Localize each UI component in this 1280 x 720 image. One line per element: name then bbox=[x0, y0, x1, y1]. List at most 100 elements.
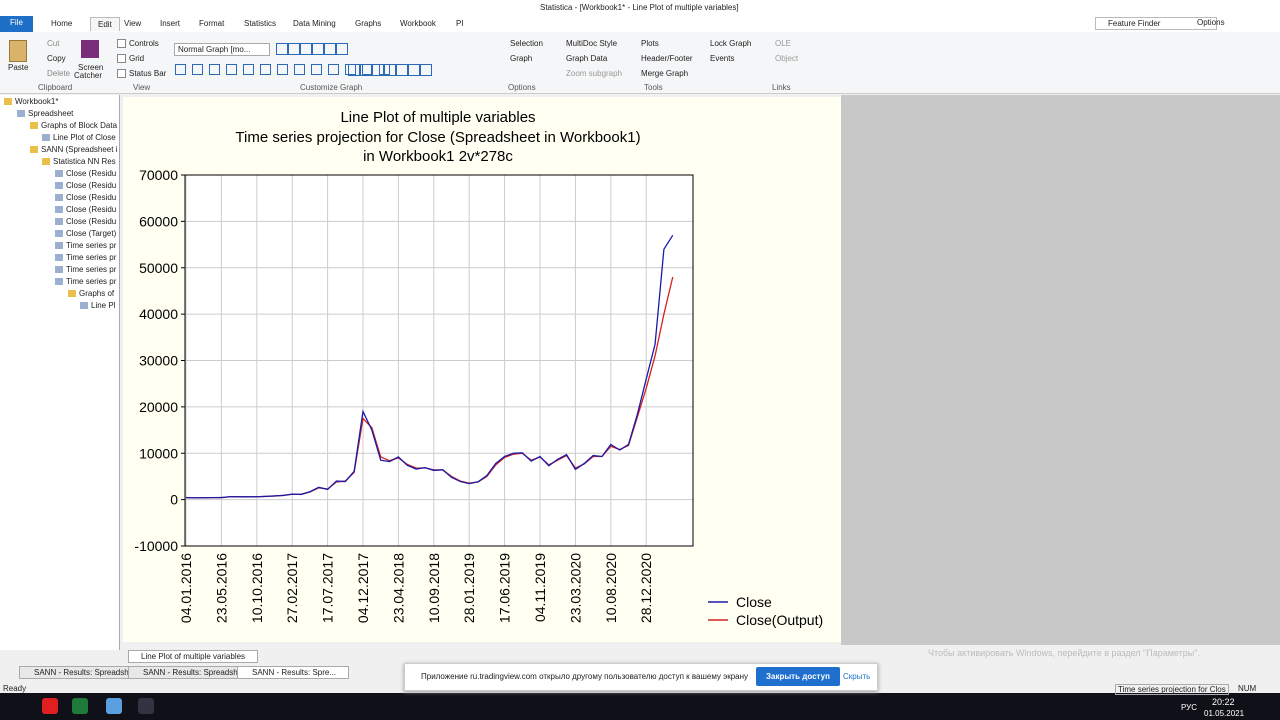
ribbon-tab[interactable]: Insert bbox=[160, 19, 181, 28]
tool-icon bbox=[324, 43, 336, 55]
taskbar-app[interactable] bbox=[42, 698, 58, 714]
tree-item[interactable]: Line Pl bbox=[91, 301, 116, 310]
tree-item[interactable]: Close (Residu bbox=[66, 193, 117, 202]
tree-icon bbox=[30, 122, 38, 129]
lang: РУС bbox=[1181, 703, 1198, 712]
screen-catcher[interactable]: Catcher bbox=[74, 71, 103, 80]
checkbox[interactable] bbox=[117, 69, 126, 78]
tree-item[interactable]: Close (Target) bbox=[66, 229, 117, 238]
tree-icon bbox=[55, 278, 63, 285]
taskbar-app[interactable] bbox=[138, 698, 154, 714]
ribbon-tab[interactable]: Statistics bbox=[244, 19, 277, 28]
bottom-tab[interactable]: Line Plot of multiple variables bbox=[128, 650, 259, 663]
tool-icon bbox=[226, 64, 237, 75]
x-tick-label: 28.12.2020 bbox=[638, 553, 654, 623]
tool-icon bbox=[328, 64, 339, 75]
legend-label: Close bbox=[736, 594, 772, 610]
tree-item[interactable]: Line Plot of Close bbox=[53, 133, 116, 142]
tree-icon bbox=[55, 254, 63, 261]
ribbon-tab[interactable]: Home bbox=[51, 19, 73, 28]
tree-item[interactable]: Time series pr bbox=[66, 277, 117, 286]
close-access[interactable]: Закрыть доступ bbox=[756, 667, 840, 686]
tree-item[interactable]: Close (Residu bbox=[66, 181, 117, 190]
tool-icon bbox=[420, 64, 432, 76]
x-tick-label: 28.01.2019 bbox=[461, 553, 477, 623]
tool-icon bbox=[294, 64, 305, 75]
y-tick-label: 50000 bbox=[139, 260, 178, 276]
task-tab[interactable]: SANN - Results: Spreadsh... bbox=[128, 666, 244, 679]
date: 01.05.2021 bbox=[1204, 709, 1245, 718]
tree-item[interactable]: Time series pr bbox=[66, 241, 117, 250]
tree-item[interactable]: Graphs of Block Data bbox=[41, 121, 118, 130]
tree-item[interactable]: Time series pr bbox=[66, 265, 117, 274]
tool-item[interactable]: Zoom subgraph bbox=[566, 69, 623, 78]
ribbon-tab[interactable]: Data Mining bbox=[293, 19, 336, 28]
y-tick-label: 30000 bbox=[139, 353, 178, 369]
option-item[interactable]: Graph bbox=[510, 54, 533, 63]
x-tick-label: 17.07.2017 bbox=[320, 553, 336, 623]
view-option[interactable]: Status Bar bbox=[129, 69, 167, 78]
x-tick-label: 10.08.2020 bbox=[603, 553, 619, 623]
tool-icon bbox=[300, 43, 312, 55]
tree-item[interactable]: Spreadsheet bbox=[28, 109, 74, 118]
tool-item[interactable]: Header/Footer bbox=[641, 54, 693, 63]
option-item[interactable]: Selection bbox=[510, 39, 543, 48]
task-tab[interactable]: SANN - Results: Spreadsh... bbox=[19, 666, 135, 679]
tool-item[interactable]: Plots bbox=[641, 39, 659, 48]
tree-icon bbox=[68, 290, 76, 297]
feature-finder[interactable]: Feature Finder bbox=[1095, 17, 1217, 30]
tool-item[interactable]: Lock Graph bbox=[710, 39, 752, 48]
tree-icon bbox=[55, 230, 63, 237]
link-item[interactable]: OLE bbox=[775, 39, 792, 48]
ribbon-tab[interactable]: PI bbox=[456, 19, 464, 28]
tree-icon bbox=[42, 134, 50, 141]
paste[interactable]: Paste bbox=[8, 63, 29, 72]
tool-icon bbox=[192, 64, 203, 75]
link-item[interactable]: Object bbox=[775, 54, 799, 63]
screen-catcher[interactable]: Screen bbox=[78, 63, 104, 72]
options-menu[interactable]: Options bbox=[1197, 18, 1225, 27]
chart: Line Plot of multiple variables Time seri… bbox=[123, 97, 841, 642]
x-tick-label: 23.04.2018 bbox=[390, 553, 406, 623]
status-num: NUM bbox=[1238, 684, 1257, 693]
tree-item[interactable]: Close (Residu bbox=[66, 169, 117, 178]
tree-item[interactable]: Graphs of bbox=[79, 289, 115, 298]
task-tab[interactable]: SANN - Results: Spre... bbox=[237, 666, 349, 679]
tool-icon bbox=[336, 43, 348, 55]
ribbon-tab[interactable]: Workbook bbox=[400, 19, 436, 28]
copy[interactable]: Copy bbox=[47, 54, 66, 63]
legend-label: Close(Output) bbox=[736, 612, 823, 628]
x-tick-label: 27.02.2017 bbox=[284, 553, 300, 623]
tree-icon bbox=[55, 218, 63, 225]
ribbon-tab[interactable]: Edit bbox=[90, 17, 120, 31]
tree-item[interactable]: Close (Residu bbox=[66, 205, 117, 214]
ribbon-tab[interactable]: Graphs bbox=[355, 19, 382, 28]
tree-item[interactable]: Close (Residu bbox=[66, 217, 117, 226]
graph-mode[interactable]: Normal Graph [mo... bbox=[174, 43, 270, 56]
hide-link[interactable]: Скрыть bbox=[843, 672, 871, 681]
status-left: Ready bbox=[3, 684, 27, 693]
tree-item[interactable]: Workbook1* bbox=[15, 97, 59, 106]
view-option[interactable]: Grid bbox=[129, 54, 145, 63]
checkbox[interactable] bbox=[117, 39, 126, 48]
tree-item[interactable]: SANN (Spreadsheet i bbox=[41, 145, 118, 154]
checkbox[interactable] bbox=[117, 54, 126, 63]
tool-item[interactable]: Events bbox=[710, 54, 735, 63]
tool-item[interactable]: MultiDoc Style bbox=[566, 39, 618, 48]
taskbar-app[interactable] bbox=[106, 698, 122, 714]
ribbon-tab[interactable]: Format bbox=[199, 19, 225, 28]
taskbar-app[interactable] bbox=[72, 698, 88, 714]
ribbon-tab[interactable]: View bbox=[124, 19, 142, 28]
tree-icon bbox=[55, 206, 63, 213]
tool-icon bbox=[345, 64, 356, 75]
ribbon-tab[interactable]: File bbox=[0, 16, 33, 32]
view-option[interactable]: Controls bbox=[129, 39, 159, 48]
tree-item[interactable]: Time series pr bbox=[66, 253, 117, 262]
delete[interactable]: Delete bbox=[47, 69, 71, 78]
tree-item[interactable]: Statistica NN Res bbox=[53, 157, 116, 166]
tool-item[interactable]: Graph Data bbox=[566, 54, 608, 63]
tree-icon bbox=[4, 98, 12, 105]
cut[interactable]: Cut bbox=[47, 39, 60, 48]
tool-item[interactable]: Merge Graph bbox=[641, 69, 689, 78]
